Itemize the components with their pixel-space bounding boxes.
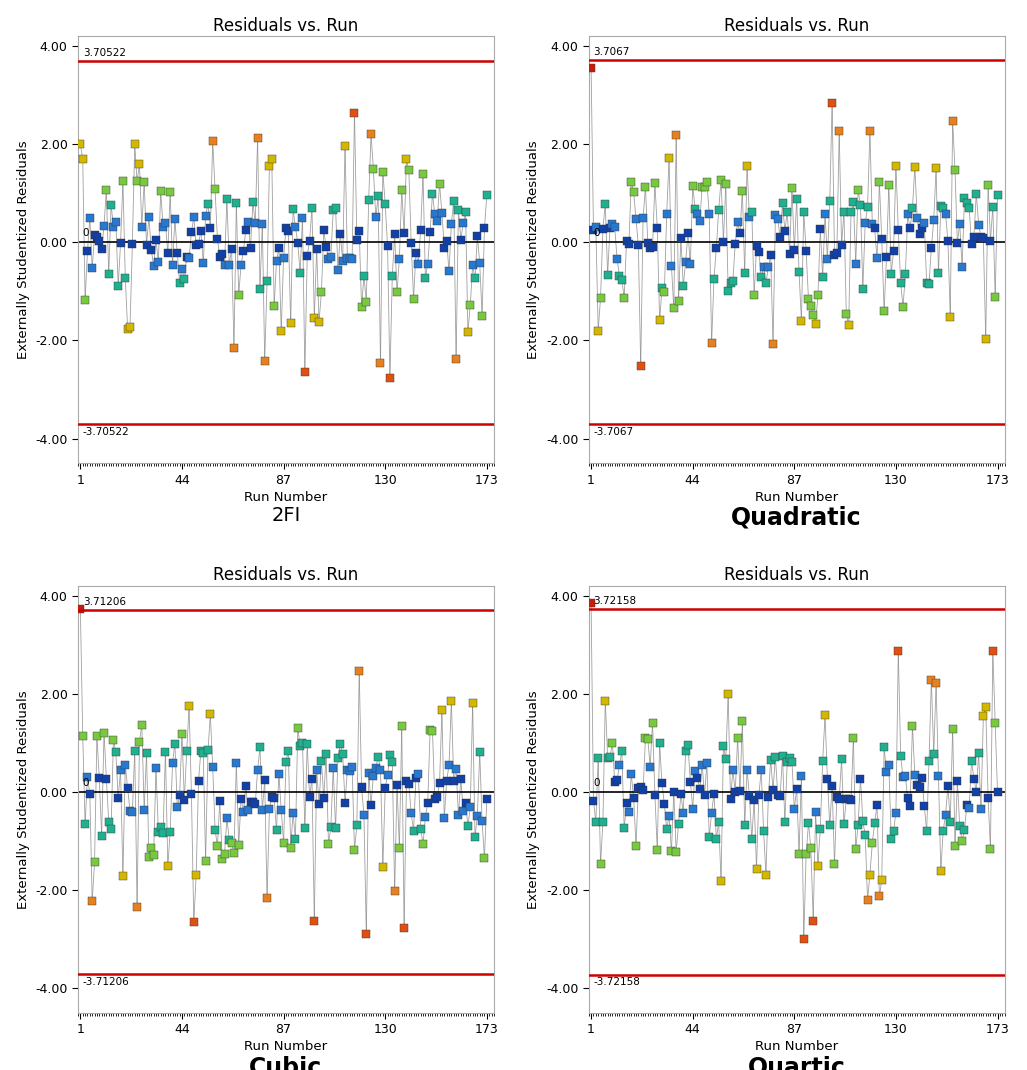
Text: -3.70522: -3.70522 xyxy=(83,427,129,438)
Y-axis label: Externally Studentized Residuals: Externally Studentized Residuals xyxy=(16,140,30,360)
Title: Residuals vs. Run: Residuals vs. Run xyxy=(214,566,358,584)
Y-axis label: Externally Studentized Residuals: Externally Studentized Residuals xyxy=(16,690,30,908)
Text: 0: 0 xyxy=(594,228,600,239)
Text: 3.70522: 3.70522 xyxy=(83,47,125,58)
Text: 2FI: 2FI xyxy=(271,506,301,525)
Text: 3.71206: 3.71206 xyxy=(83,597,125,607)
Text: 3.72158: 3.72158 xyxy=(594,596,637,607)
Title: Residuals vs. Run: Residuals vs. Run xyxy=(214,17,358,34)
Text: -3.72158: -3.72158 xyxy=(594,978,641,988)
Text: 3.7067: 3.7067 xyxy=(594,47,630,58)
Text: -3.7067: -3.7067 xyxy=(594,427,634,438)
Text: Quartic: Quartic xyxy=(748,1055,845,1070)
Title: Residuals vs. Run: Residuals vs. Run xyxy=(724,17,869,34)
Text: Cubic: Cubic xyxy=(250,1055,322,1070)
X-axis label: Run Number: Run Number xyxy=(244,1040,328,1053)
Text: 0: 0 xyxy=(594,778,600,788)
X-axis label: Run Number: Run Number xyxy=(244,491,328,504)
Text: Quadratic: Quadratic xyxy=(731,506,862,530)
Text: -3.71206: -3.71206 xyxy=(83,977,129,987)
Y-axis label: Externally Studentized Residuals: Externally Studentized Residuals xyxy=(528,140,540,360)
Text: 0: 0 xyxy=(83,228,89,239)
Title: Residuals vs. Run: Residuals vs. Run xyxy=(724,566,869,584)
Text: 0: 0 xyxy=(83,778,89,788)
X-axis label: Run Number: Run Number xyxy=(755,491,838,504)
Y-axis label: Externally Studentized Residuals: Externally Studentized Residuals xyxy=(528,690,540,908)
X-axis label: Run Number: Run Number xyxy=(755,1040,838,1053)
